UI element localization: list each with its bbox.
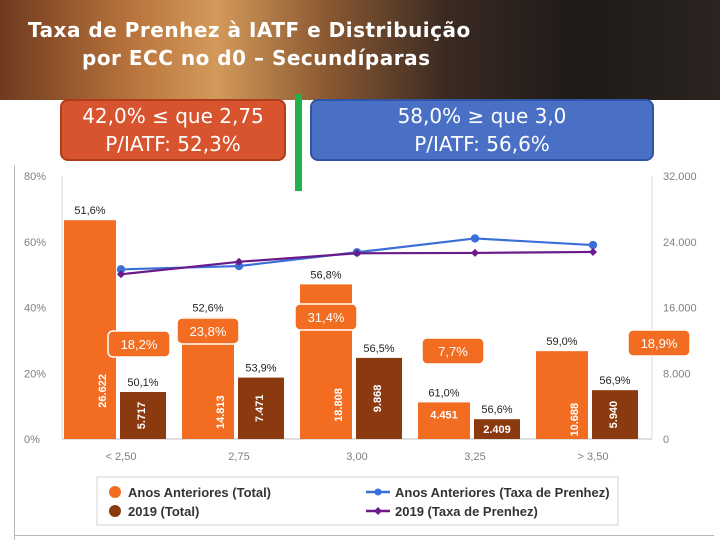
legend-swatch-anos-anteriores-total [109,486,121,498]
bar-2019 [120,392,166,439]
bar-anos-anteriores-count: 26.622 [97,374,109,408]
x-category-label: 2,75 [228,451,249,463]
bar-anos-anteriores-count: 14.813 [215,395,227,429]
rate-anos-anteriores-point [116,265,126,274]
x-category-label: < 2,50 [106,451,137,463]
rate-label-anos-anteriores: 61,0% [428,387,459,399]
rate-2019-point [471,248,479,257]
bar-2019-count: 7.471 [254,395,266,423]
distribution-badge-label: 23,8% [190,324,227,339]
legend-swatch-2019-taxa-dot [374,507,382,515]
legend-label-anos-anteriores-total: Anos Anteriores (Total) [128,485,271,500]
distribution-badge [421,337,485,365]
x-category-label: 3,25 [464,451,485,463]
left-axis-tick: 0% [24,434,40,446]
bar-anos-anteriores-count: 10.688 [569,403,581,437]
bar-2019 [592,390,638,439]
bar-2019-count: 9.868 [372,385,384,413]
bar-2019 [356,357,402,439]
rate-label-anos-anteriores: 52,6% [192,302,223,314]
left-axis-tick: 60% [24,237,46,249]
right-axis-tick: 8.000 [663,368,691,380]
rate-anos-anteriores-point [588,240,598,250]
callout-high-ecc-line-2: P/IATF: 56,6% [414,132,550,156]
bar-2019-count: 2.409 [483,424,511,436]
distribution-badge [107,330,171,358]
chart-frame-bottom [14,535,714,536]
distribution-badge [294,303,358,331]
distribution-badge-label: 18,2% [121,337,158,352]
right-axis-tick: 24.000 [663,237,697,249]
distribution-badge-label: 18,9% [641,336,678,351]
bar-anos-anteriores [418,402,470,439]
callout-high-ecc: 58,0% ≥ que 3,0 P/IATF: 56,6% [310,99,654,161]
bar-anos-anteriores [536,351,588,439]
slide-title-line-1: Taxa de Prenhez à IATF e Distribuição [28,18,471,42]
bar-anos-anteriores-count: 4.451 [430,409,458,421]
title-banner: Taxa de Prenhez à IATF e Distribuição po… [0,0,720,100]
right-axis-tick: 16.000 [663,303,697,315]
rate-label-anos-anteriores: 51,6% [74,205,105,217]
bar-2019-count: 5.717 [136,402,148,430]
distribution-badge-label: 31,4% [308,310,345,325]
legend-label-2019-total: 2019 (Total) [128,504,199,519]
legend-swatch-anos-anteriores-taxa-dot [374,488,382,496]
bar-anos-anteriores-count: 18.808 [333,388,345,422]
callout-high-ecc-line-1: 58,0% ≥ que 3,0 [397,104,567,128]
legend-swatch-2019-total [109,505,121,517]
green-divider-bar [295,94,302,191]
rate-2019-point [235,257,243,266]
rate-label-anos-anteriores: 59,0% [546,336,577,348]
rate-anos-anteriores-point [470,234,480,243]
legend-label-anos-anteriores-taxa: Anos Anteriores (Taxa de Prenhez) [395,485,610,500]
rate-label-2019: 56,9% [599,375,630,387]
right-axis-tick: 0 [663,434,669,446]
left-axis-tick: 20% [24,368,46,380]
bar-2019-count: 5.940 [608,401,620,429]
bar-anos-anteriores [64,220,116,439]
bar-2019 [474,419,520,439]
rate-label-2019: 56,6% [481,404,512,416]
callout-low-ecc-line-1: 42,0% ≤ que 2,75 [82,104,264,128]
bar-2019 [238,377,284,439]
rate-label-2019: 53,9% [245,363,276,375]
callout-low-ecc: 42,0% ≤ que 2,75 P/IATF: 52,3% [60,99,286,161]
legend-box [96,476,619,526]
rate-label-2019: 50,1% [127,377,158,389]
rate-anos-anteriores-point [234,261,244,271]
slide-title-line-2: por ECC no d0 – Secundíparas [82,46,431,70]
distribution-badge [176,317,240,345]
rate-2019-point [353,249,361,258]
chart-frame-left [14,165,15,540]
rate-2019-point [589,247,597,256]
callout-low-ecc-line-2: P/IATF: 52,3% [105,132,241,156]
left-axis-tick: 40% [24,303,46,315]
distribution-badge [627,329,691,357]
right-axis-tick: 32.000 [663,171,697,183]
x-category-label: > 3,50 [578,451,609,463]
rate-label-anos-anteriores: 56,8% [310,269,341,281]
rate-2019-point [117,270,125,279]
legend-label-2019-taxa: 2019 (Taxa de Prenhez) [395,504,538,519]
distribution-badge-label: 7,7% [438,344,468,359]
rate-label-2019: 56,5% [363,343,394,355]
x-category-label: 3,00 [346,451,367,463]
left-axis-tick: 80% [24,171,46,183]
